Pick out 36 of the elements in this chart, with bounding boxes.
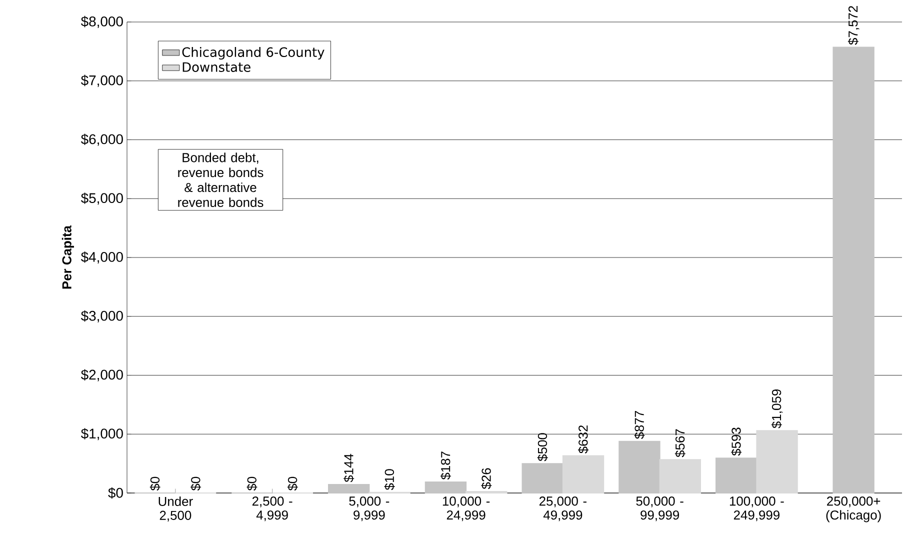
data-label: $7,572 [848, 6, 860, 45]
data-label: $26 [481, 468, 492, 490]
y-tick-label: $4,000 [80, 251, 123, 264]
y-tick-label: $1,000 [80, 428, 123, 440]
data-label: $632 [578, 425, 589, 454]
x-tick-label: Under 2,500 [158, 496, 193, 522]
data-label: $0 [287, 476, 298, 491]
y-axis-title: Per Capita [62, 225, 74, 289]
y-tick-label: $0 [108, 487, 123, 499]
data-label: $187 [440, 452, 451, 480]
data-label: $593 [731, 428, 742, 456]
data-label: $567 [674, 429, 686, 458]
annotation: Bonded debt, revenue bonds & alternative revenue bonds [178, 152, 264, 208]
data-label: $0 [190, 476, 202, 491]
y-tick-label: $5,000 [80, 192, 123, 205]
x-tick-label: 25,000 - 49,999 [539, 496, 586, 522]
x-tick-label: 5,000 - 9,999 [349, 496, 390, 522]
x-tick-label: 2,500 - 4,999 [252, 496, 292, 522]
x-tick-label: 250,000+ (Chicago) [826, 496, 881, 522]
x-tick-label: 50,000 - 99,999 [636, 496, 684, 522]
legend-label: Downstate [182, 62, 250, 72]
x-tick-label: 10,000 - 24,999 [442, 496, 490, 522]
data-label: $144 [344, 454, 354, 482]
data-label: $0 [150, 476, 160, 491]
y-tick-label: $2,000 [80, 369, 123, 382]
legend-label: Chicagoland 6-County [182, 47, 324, 60]
y-tick-label: $7,000 [80, 74, 123, 87]
data-label: $10 [384, 469, 395, 490]
y-tick-label: $3,000 [80, 310, 123, 322]
x-tick-label: 100,000 - 249,999 [730, 496, 784, 522]
data-label: $0 [246, 476, 258, 491]
data-label: $877 [634, 411, 645, 440]
y-tick-label: $6,000 [80, 134, 123, 146]
data-label: $500 [537, 433, 548, 462]
data-label: $1,059 [771, 389, 783, 428]
y-tick-label: $8,000 [80, 16, 123, 28]
